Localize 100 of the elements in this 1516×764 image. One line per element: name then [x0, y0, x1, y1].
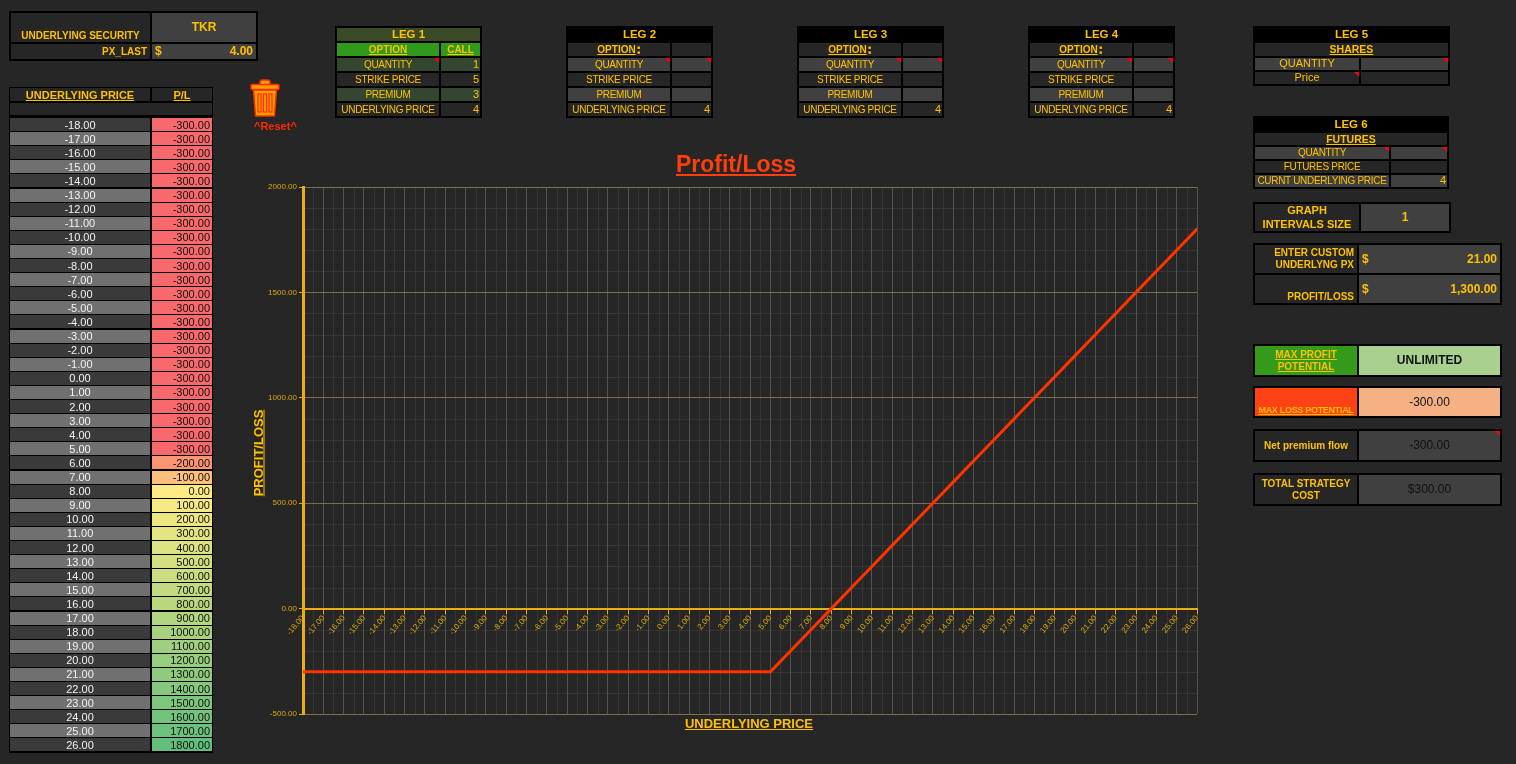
category-label: PX_LAST [101, 45, 147, 58]
data-label: -300.00 [152, 287, 212, 301]
text: TKR [191, 20, 217, 35]
y-tick-label: 1000.00 [268, 393, 298, 402]
data-label: 0.00 [152, 484, 212, 498]
y-tick-label: 5.00 [10, 442, 150, 456]
y-tick-label: -1.00 [10, 357, 150, 371]
category-label: OPTION [1059, 43, 1098, 56]
text: LEG 1 [391, 27, 426, 42]
y-tick-label: -500.00 [269, 709, 298, 719]
category-label: QUANTITY [363, 58, 413, 71]
text: SHARES [1329, 43, 1374, 56]
category-label: STRIKE PRICE [355, 73, 421, 86]
data-label: -300.00 [152, 118, 212, 132]
data-label: -300.00 [152, 244, 212, 258]
y-tick-label: 4.00 [10, 428, 150, 442]
data-label: -300.00 [152, 428, 212, 442]
data-label: 800.00 [152, 597, 212, 611]
y-tick-label: -17.00 [10, 132, 150, 146]
y-tick-label: 2000.00 [268, 182, 298, 192]
data-label: -300.00 [152, 174, 212, 188]
y-tick-label: -15.00 [10, 160, 150, 174]
text: 1 [472, 57, 479, 70]
data-label: -300.00 [152, 385, 212, 399]
category-label: UNDERLYING PRICE [803, 103, 897, 116]
y-tick-label: 26.00 [10, 738, 150, 752]
y-tick-label: 13.00 [10, 555, 150, 569]
category-label: PREMIUM [596, 88, 642, 101]
category-label: Price [1294, 71, 1320, 85]
data-label: -300.00 [152, 315, 212, 329]
text: UNLIMITED [1396, 353, 1463, 368]
data-label: -300.00 [152, 273, 212, 287]
text: 4 [934, 102, 941, 115]
text: 1 [1401, 210, 1409, 225]
y-tick-label: 2.00 [10, 400, 150, 414]
y-tick-label: -16.00 [10, 146, 150, 160]
y-tick-label: -3.00 [10, 329, 150, 343]
y-tick-label: -18.00 [10, 118, 150, 132]
text: 4 [1439, 174, 1446, 187]
data-label: -100.00 [152, 470, 212, 484]
data-label: -300.00 [152, 146, 212, 160]
y-tick-label: -2.00 [10, 343, 150, 357]
category-label: QUANTITY [594, 58, 644, 71]
y-tick-label: -10.00 [10, 230, 150, 244]
y-tick-label: -14.00 [10, 174, 150, 188]
data-label: -300.00 [152, 132, 212, 146]
text: $ 4.00 [155, 44, 253, 59]
data-label: -300.00 [152, 357, 212, 371]
category-label: FUTURES PRICE [1283, 161, 1361, 173]
category-label: ENTER CUSTOM UNDERLYNG PX [1258, 247, 1354, 271]
category-label: PREMIUM [827, 88, 873, 101]
category-label: PREMIUM [1058, 88, 1104, 101]
text: 5 [472, 72, 479, 85]
data-label: -300.00 [152, 442, 212, 456]
data-label: 300.00 [152, 526, 212, 540]
category-label: OPTION [828, 43, 867, 56]
y-tick-label: 0.00 [10, 371, 150, 385]
y-tick-label: -4.00 [10, 315, 150, 329]
category-label: OPTION [368, 43, 408, 56]
y-tick-label: 12.00 [10, 541, 150, 555]
y-tick-label: -7.00 [10, 273, 150, 287]
category-label: UNDERLYING PRICE [1034, 103, 1128, 116]
text: -300.00 [1409, 394, 1450, 409]
data-label: 1600.00 [152, 710, 212, 724]
y-tick-label: -6.00 [10, 287, 150, 301]
text: CALL [447, 43, 474, 55]
category-label: UNDERLYING SECURITY [21, 30, 140, 42]
y-axis-title: PROFIT/LOSS [250, 409, 266, 497]
y-axis-title: UNDERLYING PRICE [25, 88, 135, 101]
category-label: QUANTITY [825, 58, 875, 71]
category-label: Net premium flow [1264, 439, 1348, 452]
y-tick-label: -12.00 [10, 202, 150, 216]
y-tick-label: 1.00 [10, 385, 150, 399]
y-tick-label: -11.00 [10, 216, 150, 230]
y-tick-label: -8.00 [10, 259, 150, 273]
data-label: 100.00 [152, 498, 212, 512]
data-label: 500.00 [152, 555, 212, 569]
y-tick-label: 25.00 [10, 724, 150, 738]
data-label: 600.00 [152, 569, 212, 583]
y-tick-label: 19.00 [10, 639, 150, 653]
y-tick-label: 3.00 [10, 414, 150, 428]
category-label: QUANTITY [1056, 58, 1106, 71]
category-label: OPTION [597, 43, 636, 56]
category-label: QUANTITY [1297, 147, 1347, 159]
data-label: 1200.00 [152, 653, 212, 667]
data-label: 1300.00 [152, 667, 212, 681]
y-tick-label: 20.00 [10, 653, 150, 667]
y-tick-label: 14.00 [10, 569, 150, 583]
category-label: TOTAL STRATEGY COST [1258, 477, 1354, 502]
data-label: -300.00 [152, 188, 212, 202]
category-label: GRAPH INTERVALS SIZE [1258, 204, 1356, 231]
text: ^Reset^ [254, 120, 297, 132]
data-label: 200.00 [152, 512, 212, 526]
text: LEG 4 [1084, 27, 1119, 42]
data-label: 400.00 [152, 541, 212, 555]
category-label: PROFIT/LOSS [1287, 291, 1354, 303]
x-axis-title: UNDERLYING PRICE [684, 716, 814, 731]
y-tick-label: 15.00 [10, 583, 150, 597]
data-label: 1700.00 [152, 724, 212, 738]
y-tick-label: 23.00 [10, 696, 150, 710]
